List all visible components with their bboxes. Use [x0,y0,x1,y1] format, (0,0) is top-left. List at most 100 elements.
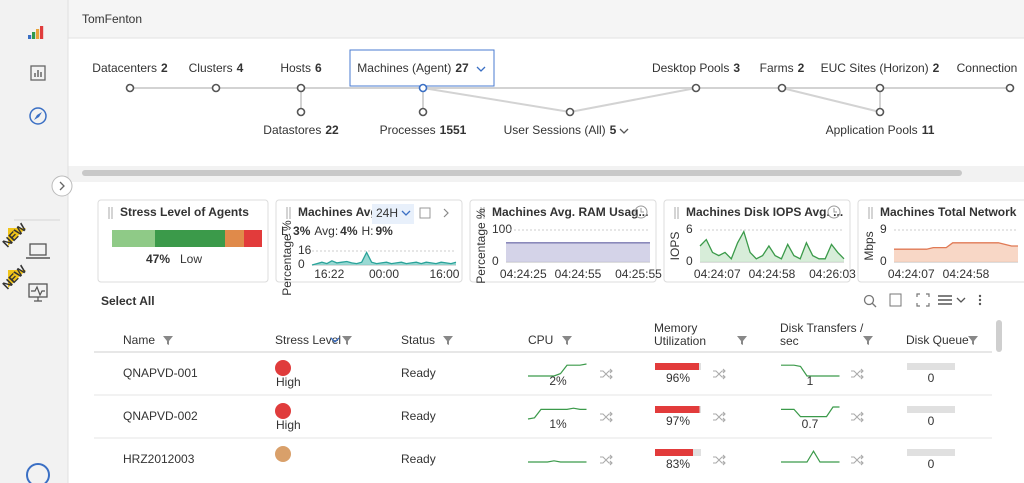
topology-node[interactable] [691,83,701,93]
node-label[interactable]: Connection [957,61,1018,75]
columns-icon[interactable] [938,295,952,305]
range-selector[interactable] [372,204,414,224]
node-label[interactable]: EUC Sites (Horizon) 2 [821,61,940,75]
column-header[interactable]: Disk Queue [906,333,969,347]
node-count: 2 [933,61,940,75]
column-header[interactable]: Status [401,333,435,347]
node-label[interactable]: Hosts 6 [280,61,322,75]
compare-icon[interactable] [600,368,613,380]
logo-bar[interactable] [32,32,36,39]
app-logo[interactable] [28,26,44,39]
topology-node[interactable] [565,107,575,117]
compare-icon[interactable] [713,411,726,423]
schedule-icon[interactable] [634,205,648,219]
chevron-icon[interactable] [401,210,411,216]
expand-button[interactable] [51,175,73,197]
compare-icon[interactable] [851,368,864,380]
range-label[interactable]: 24H [376,206,398,220]
compare-icon[interactable] [851,411,864,423]
node-label[interactable]: Datastores 22 [263,123,339,137]
fullscreen-icon[interactable] [916,293,930,307]
search-handle[interactable] [871,302,877,308]
topology-node[interactable] [418,107,428,117]
more-icon-dot[interactable] [978,298,982,302]
topology-node[interactable] [875,83,885,93]
drag-handle[interactable] [674,207,679,219]
stress-value: 47% [146,252,170,266]
compare-icon[interactable] [713,454,726,466]
schedule-hand[interactable] [640,208,644,213]
drag-handle[interactable] [480,207,485,219]
export-icon[interactable] [889,293,902,307]
topology-node[interactable] [777,83,787,93]
topology-node[interactable] [296,107,306,117]
dashboard-icon[interactable] [30,65,46,81]
topology-node[interactable] [211,83,221,93]
logo-bar[interactable] [40,26,44,39]
chart-area [894,242,1018,262]
column-header[interactable]: Name [123,333,155,347]
drag-handle[interactable] [286,207,291,219]
chevron-icon[interactable] [956,297,966,303]
monitor-icon-pulse[interactable] [31,285,45,302]
node-label[interactable]: Application Pools 11 [826,123,935,137]
popout-icon[interactable] [419,207,431,219]
chevron-icon[interactable] [619,128,629,134]
logo-bar[interactable] [28,35,32,39]
column-header[interactable]: CPU [528,333,553,347]
node-label[interactable]: Desktop Pools 3 [652,61,740,75]
queue-bar-track [907,363,955,370]
filter-icon[interactable] [737,336,747,345]
column-header[interactable]: Stress Level [275,333,341,347]
stress-segment [225,230,244,247]
explore-icon[interactable] [29,107,47,125]
dashboard-icon-bars[interactable] [34,70,42,77]
compare-icon[interactable] [851,454,864,466]
topology-node[interactable] [296,83,306,93]
filter-icon[interactable] [163,336,173,345]
column-header[interactable]: Disk Transfers / sec [780,321,864,348]
search-icon[interactable] [863,294,875,306]
node-label[interactable]: Machines (Agent) 27 [357,61,469,75]
schedule-hand[interactable] [833,208,837,213]
compare-icon[interactable] [600,454,613,466]
node-label[interactable]: Farms 2 [760,61,805,75]
filter-icon[interactable] [342,336,352,345]
filter-icon[interactable] [968,336,978,345]
topology-node[interactable] [1005,83,1015,93]
node-label[interactable]: Datacenters 2 [92,61,168,75]
logo-bar[interactable] [36,29,40,39]
select-all[interactable]: Select All [101,294,155,308]
topology-node[interactable] [125,83,135,93]
filter-icon[interactable] [863,336,873,345]
selected-node-box[interactable] [349,49,495,87]
schedule-icon[interactable] [827,205,841,219]
help-icon[interactable] [26,463,50,483]
node-name: Machines (Agent) [357,61,451,75]
x-tick-label: 04:24:25 [500,267,547,281]
filter-icon[interactable] [443,336,453,345]
chevron-icon[interactable] [476,66,486,72]
node-count: 3 [733,61,740,75]
filter-icon[interactable] [562,336,572,345]
explore-icon-needle[interactable] [34,112,42,120]
node-label[interactable]: Clusters 4 [189,61,244,75]
node-label[interactable]: Processes 1551 [380,123,467,137]
topology-node[interactable] [418,83,428,93]
more-icon-dot[interactable] [978,294,982,298]
node-label[interactable]: User Sessions (All) 5 [504,123,617,137]
widget-title: Machines Avg. ... [298,205,394,219]
machines-icon[interactable] [29,243,47,256]
chevron-icon[interactable] [330,337,340,343]
drag-handle[interactable] [868,207,873,219]
drag-handle[interactable] [108,207,113,219]
more-icon-dot[interactable] [978,302,982,306]
topology-node[interactable] [875,107,885,117]
node-count: 2 [798,61,805,75]
compare-icon[interactable] [600,411,613,423]
next-icon[interactable] [443,208,449,218]
column-header[interactable]: Memory Utilization [654,321,706,348]
compare-icon[interactable] [713,368,726,380]
expand-chevron[interactable] [59,181,65,191]
